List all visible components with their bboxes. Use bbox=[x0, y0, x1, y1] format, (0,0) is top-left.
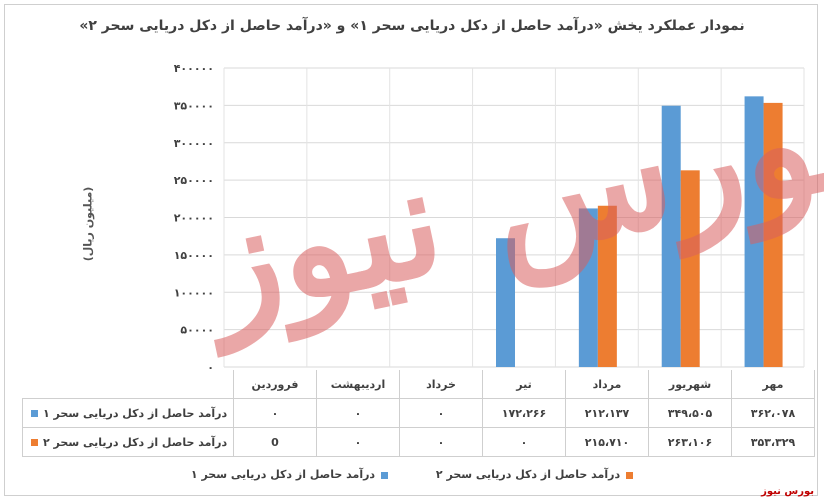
legend-item-series-2[interactable]: درآمد حاصل از دکل دریایی سحر ۲ bbox=[435, 468, 634, 481]
table-month-header: تیر bbox=[482, 370, 566, 399]
legend-swatch-series-1 bbox=[381, 471, 389, 479]
legend: درآمد حاصل از دکل دریایی سحر ۱ درآمد حاص… bbox=[0, 468, 824, 481]
table-series-2-label: درآمد حاصل از دکل دریایی سحر ۲ bbox=[22, 427, 234, 457]
table-cell: 0 bbox=[233, 427, 317, 457]
chart-title: نمودار عملکرد یخش «درآمد حاصل از دکل دری… bbox=[79, 18, 745, 34]
table-cell: ۰ bbox=[399, 427, 483, 457]
series-1-swatch bbox=[31, 410, 38, 417]
table-cell: ۰ bbox=[482, 427, 566, 457]
legend-item-series-1[interactable]: درآمد حاصل از دکل دریایی سحر ۱ bbox=[190, 468, 389, 481]
table-cell: ۱۷۲،۲۶۶ bbox=[482, 398, 566, 428]
table-cell: ۲۱۵،۷۱۰ bbox=[565, 427, 649, 457]
data-table: فروردین اردیبهشت خرداد تیر مرداد شهریور … bbox=[22, 370, 815, 457]
table-cell: ۲۱۲،۱۳۷ bbox=[565, 398, 649, 428]
bar-series-1-6 bbox=[744, 96, 764, 368]
table-month-header: فروردین bbox=[233, 370, 317, 399]
table-cell: ۳۴۹،۵۰۵ bbox=[648, 398, 732, 428]
source-label: بورس نیوز bbox=[761, 486, 814, 497]
y-tick-label: ۰ bbox=[207, 361, 214, 374]
y-tick-label: ۴۰۰۰۰۰ bbox=[174, 62, 214, 75]
y-tick-label: ۳۰۰۰۰۰ bbox=[174, 137, 214, 150]
table-cell: ۳۵۳،۳۲۹ bbox=[731, 427, 815, 457]
table-cell: ۲۶۳،۱۰۶ bbox=[648, 427, 732, 457]
table-month-header: اردیبهشت bbox=[316, 370, 400, 399]
series-2-swatch bbox=[31, 439, 38, 446]
bar-series-2-6 bbox=[763, 102, 783, 368]
legend-label-series-2: درآمد حاصل از دکل دریایی سحر ۲ bbox=[435, 468, 621, 481]
page-frame bbox=[4, 4, 818, 496]
table-row-series-2: درآمد حاصل از دکل دریایی سحر ۲ 0 ۰ ۰ ۰ ۲… bbox=[22, 427, 815, 457]
y-tick-label: ۲۵۰۰۰۰ bbox=[174, 174, 214, 187]
table-cell: ۰ bbox=[316, 398, 400, 428]
bar-series-1-3 bbox=[496, 238, 515, 367]
y-tick-label: ۵۰۰۰۰ bbox=[180, 324, 214, 337]
bar-series-2-4 bbox=[597, 205, 617, 367]
table-row-series-1: درآمد حاصل از دکل دریایی سحر ۱ ۰ ۰ ۰ ۱۷۲… bbox=[22, 398, 815, 428]
table-cell: ۰ bbox=[233, 398, 317, 428]
series-1-name: درآمد حاصل از دکل دریایی سحر ۱ bbox=[43, 406, 228, 420]
table-cell: ۰ bbox=[316, 427, 400, 457]
table-month-header: شهریور bbox=[648, 370, 732, 399]
legend-swatch-series-2 bbox=[626, 471, 634, 479]
legend-label-series-1: درآمد حاصل از دکل دریایی سحر ۱ bbox=[190, 468, 376, 481]
table-cell: ۰ bbox=[399, 398, 483, 428]
y-tick-label: ۱۵۰۰۰۰ bbox=[174, 249, 214, 262]
table-series-1-label: درآمد حاصل از دکل دریایی سحر ۱ bbox=[22, 398, 234, 428]
data-table-corner bbox=[23, 370, 234, 399]
y-tick-label: ۱۰۰۰۰۰ bbox=[174, 286, 214, 299]
data-table-header-row: فروردین اردیبهشت خرداد تیر مرداد شهریور … bbox=[23, 370, 815, 399]
y-tick-label: ۲۰۰۰۰۰ bbox=[174, 212, 214, 225]
table-month-header: مهر bbox=[731, 370, 815, 399]
bar-series-2-5 bbox=[680, 170, 700, 367]
y-tick-label: ۳۵۰۰۰۰ bbox=[174, 99, 214, 112]
bar-series-1-4 bbox=[578, 208, 598, 367]
table-month-header: مرداد bbox=[565, 370, 649, 399]
table-month-header: خرداد bbox=[399, 370, 483, 399]
bar-series-1-5 bbox=[661, 105, 681, 368]
y-axis-label: (میلیون ریال) bbox=[81, 186, 95, 262]
table-cell: ۳۶۲،۰۷۸ bbox=[731, 398, 815, 428]
series-2-name: درآمد حاصل از دکل دریایی سحر ۲ bbox=[43, 435, 228, 449]
